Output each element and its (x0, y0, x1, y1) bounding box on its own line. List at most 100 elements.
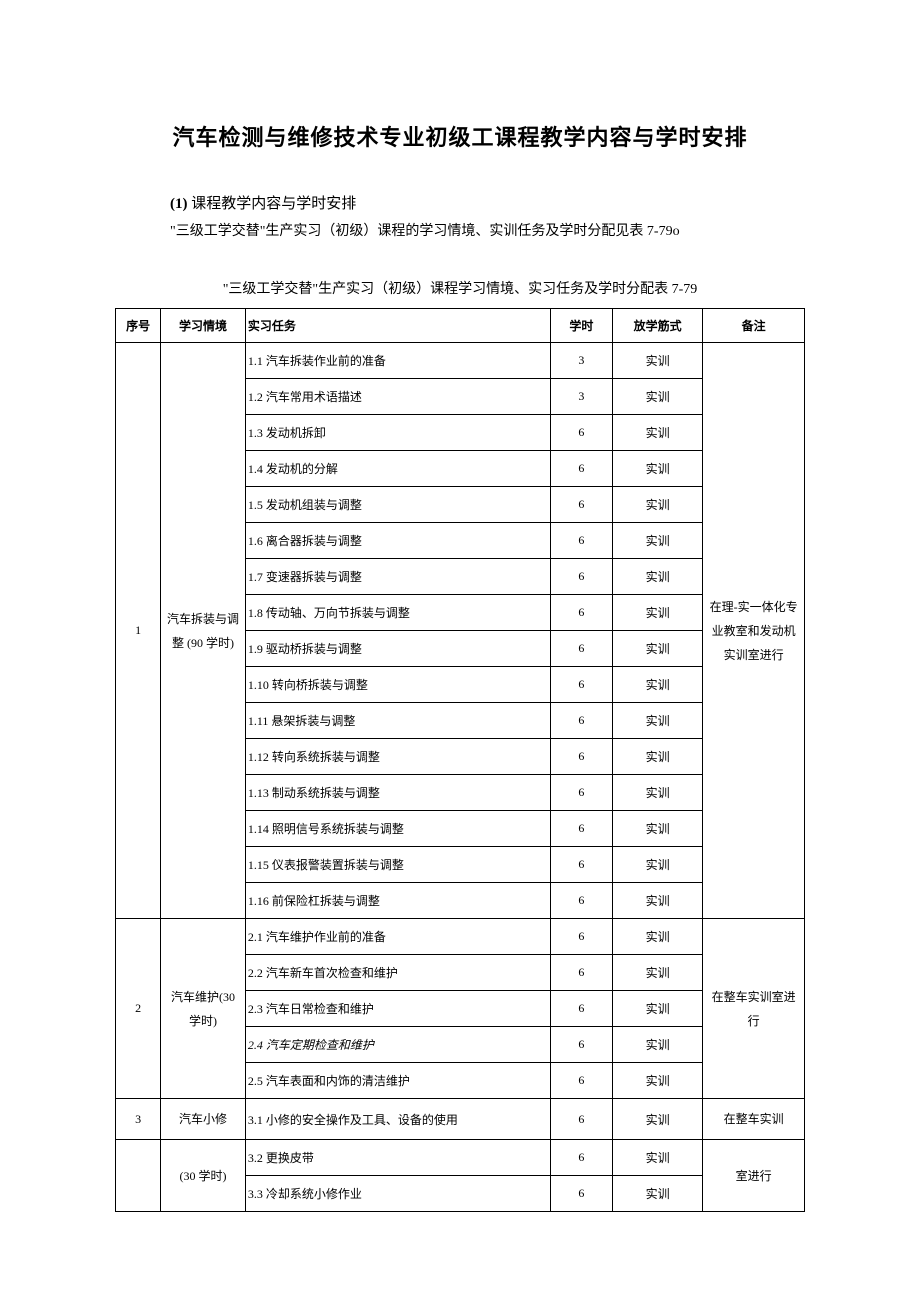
cell-hours: 6 (550, 595, 612, 631)
cell-hours: 6 (550, 1140, 612, 1176)
table-row: 1汽车拆装与调整 (90 学时)1.1 汽车拆装作业前的准备3实训在理-实一体化… (116, 343, 805, 379)
cell-seq: 3 (116, 1099, 161, 1140)
table-caption: "三级工学交替"生产实习（初级）课程学习情境、实习任务及学时分配表 7-79 (115, 278, 805, 298)
cell-task: 2.1 汽车维护作业前的准备 (245, 919, 550, 955)
cell-seq: 2 (116, 919, 161, 1099)
cell-task: 2.2 汽车新车首次检查和维护 (245, 955, 550, 991)
cell-hours: 6 (550, 991, 612, 1027)
cell-task: 1.15 仪表报警装置拆装与调整 (245, 847, 550, 883)
cell-task: 2.4 汽车定期检查和维护 (245, 1027, 550, 1063)
cell-mode: 实训 (612, 811, 702, 847)
cell-hours: 6 (550, 667, 612, 703)
cell-mode: 实训 (612, 919, 702, 955)
header-context: 学习情境 (161, 309, 246, 343)
section-description: "三级工学交替"生产实习（初级）课程的学习情境、实训任务及学时分配见表 7-79… (170, 221, 805, 243)
cell-context: 汽车维护(30 学时) (161, 919, 246, 1099)
cell-hours: 6 (550, 415, 612, 451)
cell-mode: 实训 (612, 631, 702, 667)
cell-task: 1.3 发动机拆卸 (245, 415, 550, 451)
cell-mode: 实训 (612, 955, 702, 991)
cell-mode: 实训 (612, 1140, 702, 1176)
cell-mode: 实训 (612, 1099, 702, 1140)
cell-context: (30 学时) (161, 1140, 246, 1212)
cell-hours: 6 (550, 739, 612, 775)
cell-hours: 6 (550, 955, 612, 991)
cell-task: 3.3 冷却系统小修作业 (245, 1176, 550, 1212)
table-row: 3汽车小修3.1 小修的安全操作及工具、设备的使用6实训在整车实训 (116, 1099, 805, 1140)
cell-mode: 实训 (612, 703, 702, 739)
cell-hours: 6 (550, 919, 612, 955)
cell-task: 1.9 驱动桥拆装与调整 (245, 631, 550, 667)
cell-mode: 实训 (612, 487, 702, 523)
cell-hours: 6 (550, 1176, 612, 1212)
cell-hours: 3 (550, 343, 612, 379)
cell-task: 1.12 转向系统拆装与调整 (245, 739, 550, 775)
cell-hours: 6 (550, 703, 612, 739)
cell-hours: 6 (550, 631, 612, 667)
cell-hours: 3 (550, 379, 612, 415)
cell-task: 1.2 汽车常用术语描述 (245, 379, 550, 415)
cell-mode: 实训 (612, 847, 702, 883)
cell-mode: 实训 (612, 1176, 702, 1212)
cell-task: 1.6 离合器拆装与调整 (245, 523, 550, 559)
cell-mode: 实训 (612, 451, 702, 487)
cell-mode: 实训 (612, 523, 702, 559)
header-mode: 放学筋式 (612, 309, 702, 343)
cell-seq: 1 (116, 343, 161, 919)
table-row: 2汽车维护(30 学时)2.1 汽车维护作业前的准备6实训在整车实训室进行 (116, 919, 805, 955)
cell-hours: 6 (550, 847, 612, 883)
cell-hours: 6 (550, 775, 612, 811)
cell-task: 1.7 变速器拆装与调整 (245, 559, 550, 595)
section-label-text: 课程教学内容与学时安排 (191, 196, 356, 212)
cell-remark: 室进行 (703, 1140, 805, 1212)
schedule-table: 序号 学习情境 实习任务 学时 放学筋式 备注 1汽车拆装与调整 (90 学时)… (115, 308, 805, 1212)
cell-hours: 6 (550, 559, 612, 595)
section-heading: (1) 课程教学内容与学时安排 (170, 192, 805, 213)
cell-task: 1.10 转向桥拆装与调整 (245, 667, 550, 703)
page-title: 汽车检测与维修技术专业初级工课程教学内容与学时安排 (115, 120, 805, 152)
cell-mode: 实训 (612, 343, 702, 379)
cell-task: 1.8 传动轴、万向节拆装与调整 (245, 595, 550, 631)
cell-task: 3.1 小修的安全操作及工具、设备的使用 (245, 1099, 550, 1140)
cell-mode: 实训 (612, 415, 702, 451)
cell-mode: 实训 (612, 667, 702, 703)
cell-hours: 6 (550, 1027, 612, 1063)
cell-mode: 实训 (612, 1063, 702, 1099)
cell-mode: 实训 (612, 379, 702, 415)
cell-hours: 6 (550, 451, 612, 487)
cell-remark: 在整车实训 (703, 1099, 805, 1140)
cell-context: 汽车拆装与调整 (90 学时) (161, 343, 246, 919)
cell-task: 1.1 汽车拆装作业前的准备 (245, 343, 550, 379)
header-task: 实习任务 (245, 309, 550, 343)
cell-seq (116, 1140, 161, 1212)
cell-task: 2.3 汽车日常检查和维护 (245, 991, 550, 1027)
cell-task: 3.2 更换皮带 (245, 1140, 550, 1176)
cell-mode: 实训 (612, 739, 702, 775)
cell-hours: 6 (550, 487, 612, 523)
table-header-row: 序号 学习情境 实习任务 学时 放学筋式 备注 (116, 309, 805, 343)
cell-task: 1.16 前保险杠拆装与调整 (245, 883, 550, 919)
header-hours: 学时 (550, 309, 612, 343)
cell-mode: 实训 (612, 883, 702, 919)
table-row: (30 学时)3.2 更换皮带6实训室进行 (116, 1140, 805, 1176)
cell-mode: 实训 (612, 991, 702, 1027)
header-remark: 备注 (703, 309, 805, 343)
cell-hours: 6 (550, 1099, 612, 1140)
cell-task: 1.14 照明信号系统拆装与调整 (245, 811, 550, 847)
cell-mode: 实训 (612, 775, 702, 811)
cell-task: 1.13 制动系统拆装与调整 (245, 775, 550, 811)
cell-hours: 6 (550, 523, 612, 559)
cell-mode: 实训 (612, 559, 702, 595)
cell-remark: 在整车实训室进行 (703, 919, 805, 1099)
cell-context: 汽车小修 (161, 1099, 246, 1140)
cell-hours: 6 (550, 883, 612, 919)
cell-mode: 实训 (612, 595, 702, 631)
cell-hours: 6 (550, 1063, 612, 1099)
cell-task: 1.4 发动机的分解 (245, 451, 550, 487)
section-number: (1) (170, 196, 188, 212)
cell-remark: 在理-实一体化专业教室和发动机实训室进行 (703, 343, 805, 919)
table-body: 1汽车拆装与调整 (90 学时)1.1 汽车拆装作业前的准备3实训在理-实一体化… (116, 343, 805, 1212)
cell-task: 1.5 发动机组装与调整 (245, 487, 550, 523)
cell-task: 2.5 汽车表面和内饰的清洁维护 (245, 1063, 550, 1099)
cell-hours: 6 (550, 811, 612, 847)
